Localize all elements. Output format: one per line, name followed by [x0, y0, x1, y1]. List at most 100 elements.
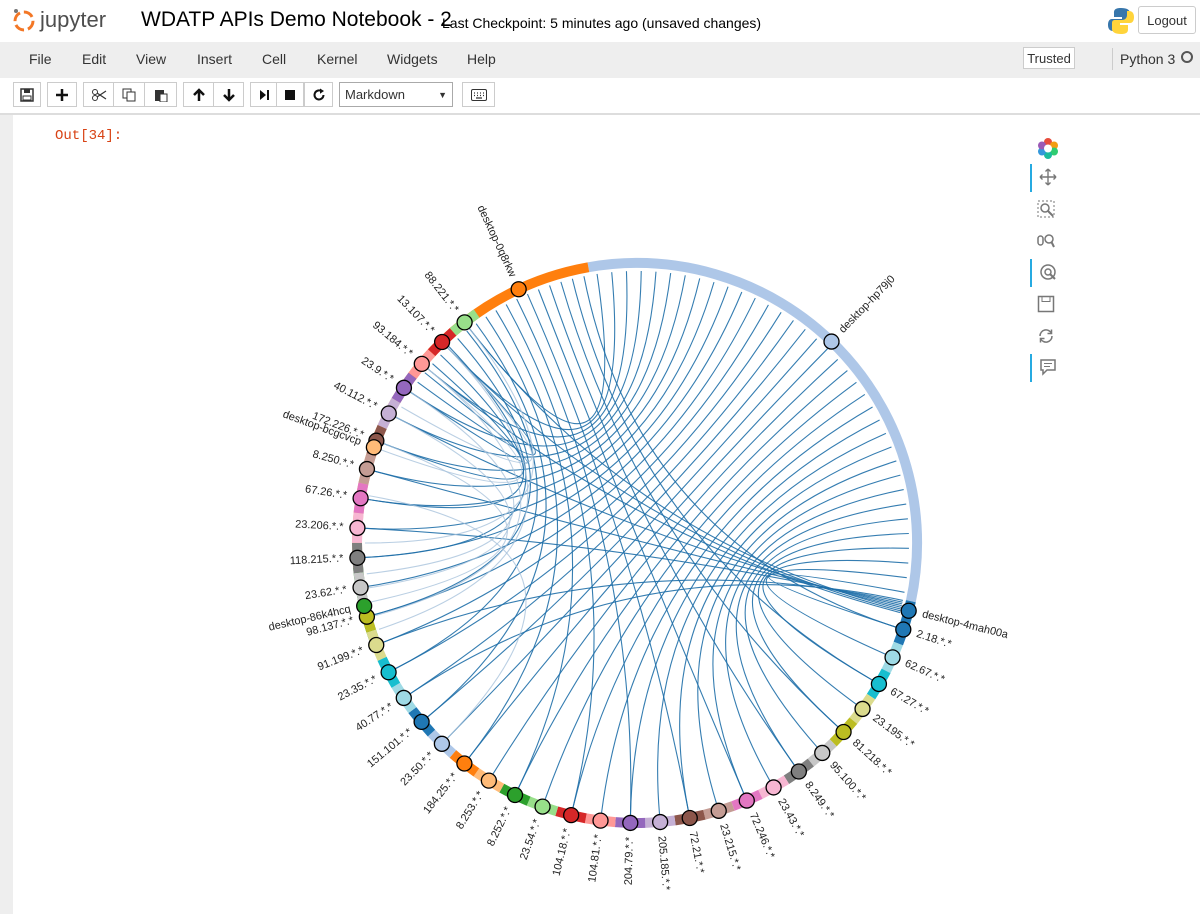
- node-marker[interactable]: [395, 689, 412, 707]
- menu-kernel[interactable]: Kernel: [317, 51, 358, 67]
- reset-tool[interactable]: [1030, 323, 1062, 351]
- node-marker[interactable]: [870, 675, 888, 693]
- node-marker[interactable]: [480, 772, 498, 789]
- node-marker[interactable]: [356, 597, 373, 615]
- node-marker[interactable]: [563, 806, 580, 824]
- hover-tool[interactable]: [1030, 354, 1064, 382]
- menu-file[interactable]: File: [29, 51, 52, 67]
- node-marker[interactable]: [433, 735, 451, 752]
- chord-link: [517, 370, 848, 789]
- interrupt-button[interactable]: [276, 82, 304, 107]
- node-marker[interactable]: [823, 333, 840, 350]
- chord-link: [395, 312, 782, 670]
- node-label: 205.185.*.*: [655, 835, 672, 891]
- jupyter-logo-text: jupyter: [39, 7, 106, 32]
- node-marker[interactable]: [765, 779, 782, 796]
- node-marker[interactable]: [358, 460, 376, 478]
- save-icon: [1037, 295, 1055, 313]
- node-marker[interactable]: [854, 700, 871, 718]
- insert-cell-button[interactable]: [47, 82, 77, 107]
- plus-icon: [56, 88, 68, 101]
- node-marker[interactable]: [814, 744, 831, 762]
- menu-widgets[interactable]: Widgets: [387, 51, 438, 67]
- chord-link: [735, 503, 907, 766]
- chord-link: [368, 416, 511, 589]
- node-marker[interactable]: [413, 713, 430, 731]
- node-marker[interactable]: [365, 439, 383, 456]
- bokeh-logo[interactable]: [1030, 133, 1062, 161]
- node-marker[interactable]: [895, 621, 912, 638]
- node-label: 23.35.*.*: [336, 673, 380, 703]
- menu-view[interactable]: View: [136, 51, 167, 67]
- tap-tool[interactable]: [1030, 259, 1064, 287]
- node-marker[interactable]: [395, 379, 413, 396]
- node-marker[interactable]: [738, 792, 755, 809]
- node-marker[interactable]: [652, 813, 669, 831]
- cut-button[interactable]: [83, 82, 114, 107]
- node-marker[interactable]: [622, 814, 639, 832]
- node-marker[interactable]: [433, 333, 451, 351]
- node-marker[interactable]: [534, 798, 551, 815]
- node-marker[interactable]: [900, 602, 917, 619]
- node-marker[interactable]: [368, 636, 385, 654]
- node-marker[interactable]: [790, 763, 808, 780]
- chord-link: [383, 304, 769, 643]
- menu-help[interactable]: Help: [467, 51, 496, 67]
- node-marker[interactable]: [380, 405, 397, 422]
- menu-insert[interactable]: Insert: [197, 51, 233, 67]
- command-palette-button[interactable]: [462, 82, 495, 107]
- chord-link: [505, 304, 595, 808]
- logout-button[interactable]: Logout: [1138, 6, 1196, 34]
- node-marker[interactable]: [352, 579, 369, 596]
- chord-nodes: [349, 281, 917, 832]
- menu-cell[interactable]: Cell: [262, 51, 287, 67]
- run-button[interactable]: [250, 82, 277, 107]
- move-up-button[interactable]: [183, 82, 214, 107]
- chord-link: [378, 347, 529, 630]
- jupyter-logo[interactable]: jupyter: [12, 6, 132, 41]
- box-zoom-tool[interactable]: [1030, 196, 1062, 224]
- save-icon: [20, 87, 34, 102]
- chord-link: [549, 285, 795, 766]
- chord-link: [366, 391, 515, 575]
- wheel-zoom-tool[interactable]: [1030, 227, 1062, 255]
- node-marker[interactable]: [456, 755, 473, 772]
- node-marker[interactable]: [681, 809, 698, 827]
- stop-icon: [285, 89, 295, 100]
- keyboard-icon: [470, 88, 487, 101]
- chord-link: [427, 328, 806, 718]
- python-logo-icon: [1107, 6, 1135, 41]
- trusted-indicator[interactable]: Trusted: [1023, 47, 1075, 69]
- chord-link: [395, 330, 538, 670]
- node-marker[interactable]: [835, 723, 852, 741]
- node-marker[interactable]: [506, 786, 524, 804]
- save-tool[interactable]: [1030, 291, 1062, 319]
- node-marker[interactable]: [592, 812, 609, 829]
- arrow-down-icon: [222, 88, 235, 102]
- node-label: 8.252.*.*: [485, 804, 515, 848]
- move-down-button[interactable]: [213, 82, 244, 107]
- node-marker[interactable]: [349, 519, 366, 537]
- node-marker[interactable]: [413, 355, 430, 373]
- node-marker[interactable]: [380, 664, 397, 681]
- node-marker[interactable]: [710, 802, 727, 819]
- chord-link: [374, 368, 522, 617]
- notebook-title[interactable]: WDATP APIs Demo Notebook - 2: [141, 8, 452, 31]
- pan-tool[interactable]: [1030, 164, 1064, 192]
- node-marker[interactable]: [884, 649, 901, 666]
- menu-edit[interactable]: Edit: [82, 51, 107, 67]
- node-marker[interactable]: [456, 314, 473, 331]
- node-marker[interactable]: [352, 490, 369, 507]
- node-marker[interactable]: [510, 281, 527, 298]
- chord-link: [767, 573, 905, 628]
- chord-links: [364, 271, 909, 815]
- node-label: 104.81.*.*: [586, 833, 604, 883]
- save-button[interactable]: [13, 82, 41, 107]
- paste-button[interactable]: [144, 82, 177, 107]
- chord-link: [751, 532, 909, 728]
- node-marker[interactable]: [349, 549, 366, 566]
- restart-button[interactable]: [304, 82, 333, 107]
- menu-bar: File Edit View Insert Cell Kernel Widget…: [12, 45, 1198, 75]
- cell-type-select[interactable]: Markdown ▼: [339, 82, 453, 107]
